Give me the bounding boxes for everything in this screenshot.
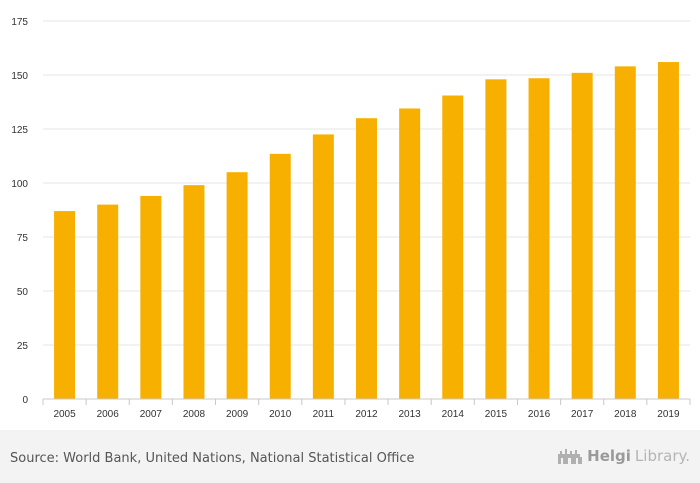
x-tick-label: 2019: [657, 409, 680, 420]
bar[interactable]: [226, 172, 248, 399]
x-tick-label: 2016: [528, 409, 551, 420]
x-tick-label: 2018: [614, 409, 637, 420]
x-tick-label: 2015: [485, 409, 508, 420]
bar[interactable]: [356, 118, 377, 399]
y-tick-label: 100: [11, 179, 28, 190]
bar[interactable]: [528, 78, 550, 400]
x-tick-label: 2006: [97, 409, 120, 420]
y-tick-label: 150: [11, 71, 28, 82]
brand-logo[interactable]: Helgi Library.: [557, 447, 690, 465]
x-tick-label: 2014: [442, 409, 465, 420]
x-tick-label: 2009: [226, 409, 249, 420]
y-tick-label: 0: [22, 395, 28, 406]
y-tick-label: 50: [17, 287, 29, 298]
bar[interactable]: [312, 134, 334, 399]
bar[interactable]: [97, 204, 119, 399]
bar[interactable]: [657, 62, 679, 399]
bar[interactable]: [183, 185, 205, 399]
y-tick-label: 125: [11, 125, 28, 136]
bar[interactable]: [442, 95, 464, 400]
y-tick-label: 25: [17, 341, 29, 352]
bar[interactable]: [614, 66, 636, 400]
bar-chart: 0 25 50 75 100 125 150 175 2005 2006 2007 2008 2009 2…: [11, 17, 691, 420]
x-tick-label: 2017: [571, 409, 594, 420]
y-tick-label: 175: [11, 17, 28, 28]
chart-area: 0 25 50 75 100 125 150 175 2005 2006 2007 2008 2009 2…: [11, 17, 691, 420]
castle-logo-icon: [558, 449, 583, 464]
x-tick-label: 2010: [269, 409, 292, 420]
x-tick-label: 2007: [140, 409, 163, 420]
x-tick-label: 2012: [355, 409, 378, 420]
bar[interactable]: [399, 108, 421, 399]
brand-name-part2: Library.: [634, 447, 690, 465]
brand-name-part1: Helgi: [587, 447, 631, 465]
x-tick-label: 2011: [313, 409, 335, 420]
bar[interactable]: [54, 211, 76, 399]
bar[interactable]: [140, 195, 162, 399]
footer: Source: World Bank, United Nations, Nati…: [0, 430, 700, 483]
bar[interactable]: [269, 153, 291, 399]
x-tick-label: 2008: [183, 409, 206, 420]
bar[interactable]: [571, 72, 593, 399]
y-tick-label: 75: [17, 233, 29, 244]
x-tick-label: 2013: [399, 409, 422, 420]
source-note: Source: World Bank, United Nations, Nati…: [10, 451, 415, 466]
bar[interactable]: [485, 79, 507, 399]
x-tick-label: 2005: [53, 409, 76, 420]
